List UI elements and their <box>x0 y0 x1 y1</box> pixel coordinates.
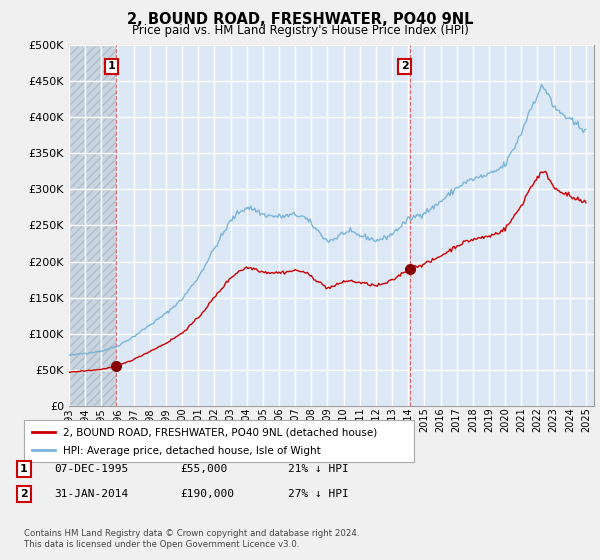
Text: 31-JAN-2014: 31-JAN-2014 <box>54 489 128 499</box>
Text: 2: 2 <box>20 489 28 499</box>
Bar <box>69 45 116 406</box>
Text: 21% ↓ HPI: 21% ↓ HPI <box>288 464 349 474</box>
Text: 2, BOUND ROAD, FRESHWATER, PO40 9NL: 2, BOUND ROAD, FRESHWATER, PO40 9NL <box>127 12 473 27</box>
Text: Price paid vs. HM Land Registry's House Price Index (HPI): Price paid vs. HM Land Registry's House … <box>131 24 469 36</box>
Text: 07-DEC-1995: 07-DEC-1995 <box>54 464 128 474</box>
Text: 27% ↓ HPI: 27% ↓ HPI <box>288 489 349 499</box>
Text: Contains HM Land Registry data © Crown copyright and database right 2024.
This d: Contains HM Land Registry data © Crown c… <box>24 529 359 549</box>
Text: 1: 1 <box>20 464 28 474</box>
Text: HPI: Average price, detached house, Isle of Wight: HPI: Average price, detached house, Isle… <box>63 446 321 456</box>
Text: 2, BOUND ROAD, FRESHWATER, PO40 9NL (detached house): 2, BOUND ROAD, FRESHWATER, PO40 9NL (det… <box>63 428 377 437</box>
Text: 2: 2 <box>401 62 409 72</box>
Text: £190,000: £190,000 <box>180 489 234 499</box>
Text: 1: 1 <box>107 62 115 72</box>
Text: £55,000: £55,000 <box>180 464 227 474</box>
